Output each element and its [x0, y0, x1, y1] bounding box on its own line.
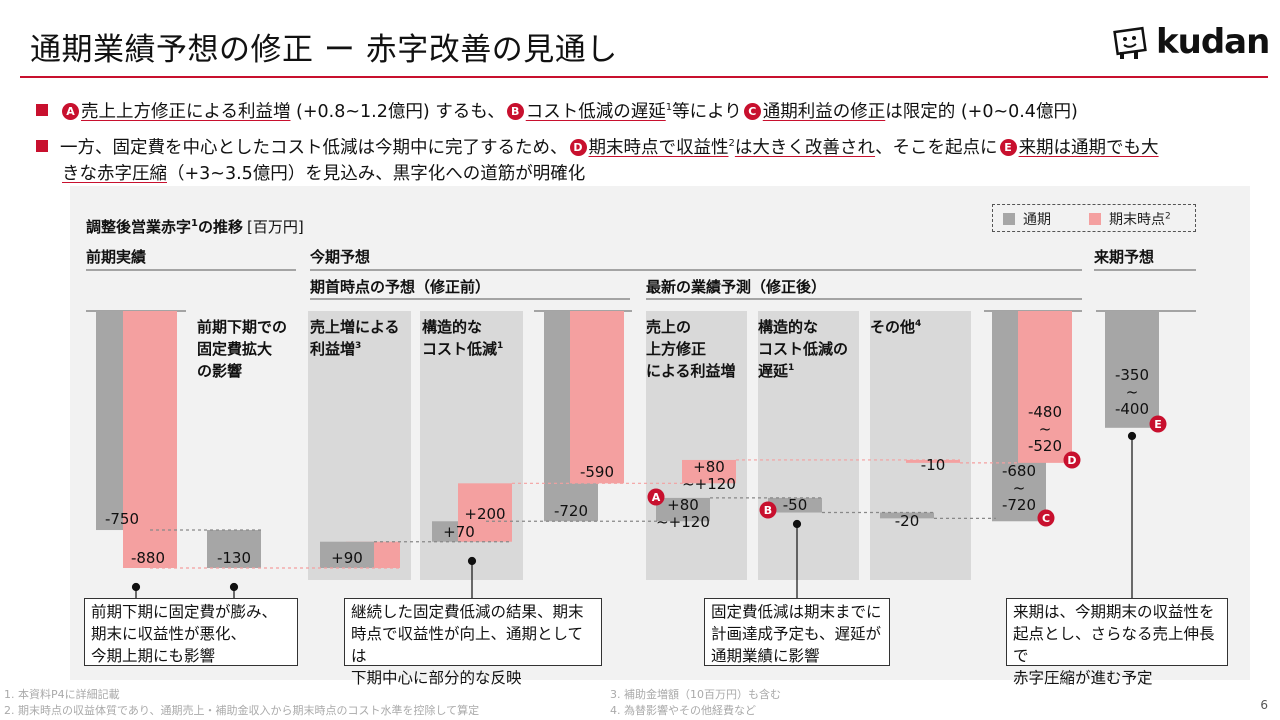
section-next-forecast: 来期予想: [1093, 248, 1154, 266]
note-box-structural: 継続した固定費低減の結果、期末 時点で収益性が向上、通期としては 下期中心に部分的な…: [344, 598, 602, 687]
title-divider: [20, 76, 1268, 78]
bullet-2-part5: 来期は通期でも大: [1018, 137, 1159, 158]
bullet-2-part6: きな赤字圧縮: [62, 163, 167, 184]
marker-e-circle: E: [1149, 415, 1167, 433]
marker-c-circle: C: [1037, 509, 1055, 527]
bar-label-fixed-cost-impact: -130: [217, 549, 251, 567]
step-label-other: その他4: [870, 318, 921, 336]
marker-a-badge: A: [62, 102, 79, 120]
bar-label-initial-period-end: -590: [580, 463, 614, 481]
chart-legend: 通期 期末時点2: [992, 204, 1196, 232]
section-latest-forecast: 最新の業績予測（修正後）: [646, 278, 826, 296]
step-band-other: [870, 311, 971, 580]
bar-other-gray: [880, 512, 934, 519]
bar-upward-gray: [656, 497, 710, 522]
bar-label-other-gray: -20: [895, 512, 920, 530]
footnote-1: 1. 本資料P4に詳細記載: [4, 688, 120, 701]
bullet-1-part4: 等により: [672, 101, 742, 122]
bullet-2-part2: 期末時点で収益性: [588, 137, 729, 158]
bar-sales-increase-gray: [320, 541, 374, 568]
bullet-1-part1: 売上上方修正による利益増: [81, 101, 291, 122]
bullet-1-sup1: 1: [665, 102, 673, 113]
svg-text:A: A: [652, 491, 661, 504]
bar-upward-pink: [682, 459, 736, 484]
section-prev-actual: 前期実績: [86, 248, 146, 266]
legend-full-year-label: 通期: [1023, 212, 1051, 228]
bar-label-next-full-year: -350 ~ -400: [1115, 366, 1149, 418]
chart-title: 調整後営業赤字1の推移 [百万円]: [86, 218, 304, 236]
svg-text:D: D: [1067, 454, 1076, 467]
logo-wordmark: kudan: [1156, 22, 1270, 62]
bar-label-structural-gray: +70: [443, 523, 475, 541]
step-label-fixed-cost: 前期下期での固定費拡大の影響: [197, 318, 287, 380]
note-box-fixed-cost: 前期下期に固定費が膨み、 期末に収益性が悪化、 今期上期にも影響: [84, 598, 298, 666]
svg-text:B: B: [764, 504, 772, 517]
note-box-next-year: 来期は、今期期末の収益性を 起点とし、さらなる売上伸長で 赤字圧縮が進む予定: [1006, 598, 1228, 687]
legend-period-end-swatch: [1089, 213, 1101, 225]
bar-next-full-year: [1105, 311, 1159, 428]
bullet-2-part7: （+3~3.5億円）を見込み、黒字化への道筋が明確化: [167, 163, 586, 184]
marker-d-circle: D: [1063, 451, 1081, 469]
bar-label-initial-full-year: -720: [554, 502, 588, 520]
section-current-forecast: 今期予想: [309, 248, 370, 266]
section-initial-forecast: 期首時点の予想（修正前）: [310, 278, 490, 296]
bullet-1: A 売上上方修正による利益増 (+0.8~1.2億円) するも、 B コスト低減の遅延…: [36, 95, 1078, 125]
step-band-sales-increase: [308, 311, 411, 580]
bullet-1-part5: 通期利益の修正: [762, 101, 886, 122]
bar-label-prev-full-year: -750: [105, 510, 139, 528]
bar-label-latest-full-year: -680 ~ -720: [1002, 462, 1036, 514]
bullet-square-icon: [36, 103, 48, 116]
marker-c-badge: C: [743, 102, 761, 120]
bar-prev-period-end: [123, 311, 177, 568]
bullet-2: 一方、固定費を中心としたコスト低減は今期中に完了するため、 D 期末時点で収益性2は…: [36, 131, 1256, 187]
marker-b-circle: B: [759, 501, 777, 519]
step-label-structural: 構造的なコスト低減1: [422, 318, 503, 358]
bar-label-latest-period-end: -480 ~ -520: [1028, 403, 1062, 455]
callout-pointers: [131, 431, 1137, 598]
svg-text:E: E: [1154, 418, 1162, 431]
bar-initial-period-end: [570, 311, 624, 484]
legend-period-end-label: 期末時点2: [1109, 211, 1171, 228]
step-label-sales-increase: 売上増による利益増3: [310, 318, 400, 358]
bar-label-delay-gray: -50: [783, 496, 808, 514]
marker-e-badge: E: [999, 138, 1017, 156]
footnote-4: 4. 為替影響やその他経費など: [610, 704, 756, 717]
step-band-delay: [758, 311, 859, 580]
bullet-2-part1: 一方、固定費を中心としたコスト低減は今期中に完了するため、: [60, 137, 568, 158]
bar-label-other-pink: -10: [921, 456, 946, 474]
kudan-logo: kudan: [1112, 22, 1272, 66]
bar-other-pink: [906, 459, 960, 463]
bullet-2-sup2: 2: [728, 138, 735, 149]
bullet-2-part3: は大きく改善され: [734, 137, 876, 158]
step-band-upward: [646, 311, 747, 580]
marker-a-circle: A: [647, 488, 665, 506]
bar-delay-gray: [768, 497, 822, 513]
bullet-1-part3: コスト低減の遅延: [525, 101, 666, 122]
logo-mascot-icon: [1113, 26, 1147, 59]
bullet-1-part6: は限定的 (+0~0.4億円): [885, 101, 1078, 122]
note-box-delay: 固定費低減は期末までに 計画達成予定も、遅延が 通期業績に影響: [704, 598, 890, 666]
bullet-2-part4: 、そこを起点に: [875, 137, 998, 158]
bar-label-prev-period-end: -880: [131, 549, 165, 567]
bar-fixed-cost-impact: [207, 530, 261, 568]
step-label-delay: 構造的なコスト低減の遅延1: [758, 318, 848, 380]
bar-label-structural-pink: +200: [464, 505, 505, 523]
bar-latest-period-end: [1018, 311, 1072, 463]
bar-label-sales-increase-gray: +90: [331, 549, 363, 567]
page-number: 6: [1260, 698, 1268, 712]
page-title: 通期業績予想の修正 ー 赤字改善の見通し: [30, 32, 618, 68]
footnote-2: 2. 期末時点の収益体質であり、通期売上・補助金収入から期末時点のコスト水準を控…: [4, 704, 480, 717]
bar-label-upward-gray: +80 ~+120: [656, 496, 710, 531]
bullet-square-icon: [36, 139, 48, 152]
bar-label-upward-pink: +80 ~+120: [682, 458, 736, 493]
marker-b-badge: B: [506, 102, 524, 120]
bullet-1-part2: (+0.8~1.2億円) するも、: [290, 101, 505, 122]
svg-text:C: C: [1042, 512, 1050, 525]
footnote-3: 3. 補助金増額（10百万円）も含む: [610, 688, 781, 701]
step-label-upward: 売上の上方修正による利益増: [646, 318, 736, 380]
bar-structural-pink: [458, 483, 512, 542]
marker-d-badge: D: [569, 138, 587, 156]
legend-full-year-swatch: [1003, 213, 1015, 225]
